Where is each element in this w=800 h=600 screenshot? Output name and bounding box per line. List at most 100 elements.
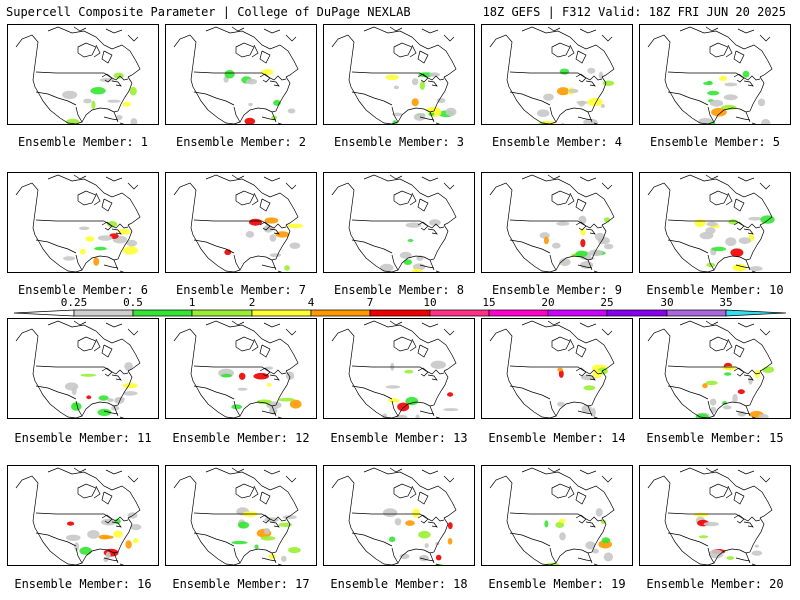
north-america-map bbox=[489, 320, 615, 418]
colorbar-swatch bbox=[429, 309, 490, 317]
ensemble-member-label: Ensemble Member: 8 bbox=[333, 283, 465, 297]
north-america-map bbox=[331, 174, 457, 272]
colorbar-tick-label: 7 bbox=[366, 296, 374, 309]
north-america-map bbox=[647, 26, 773, 124]
ensemble-member-label: Ensemble Member: 16 bbox=[14, 577, 152, 591]
colorbar-tick-label: 2 bbox=[248, 296, 256, 309]
scp-shading bbox=[539, 215, 614, 269]
ensemble-member-map bbox=[323, 172, 475, 273]
ensemble-member-map bbox=[481, 172, 633, 273]
colorbar-tick-label: 25 bbox=[600, 296, 614, 309]
colorbar-tick-label: 35 bbox=[719, 296, 733, 309]
ensemble-member-label: Ensemble Member: 17 bbox=[172, 577, 310, 591]
ensemble-member-map bbox=[7, 318, 159, 419]
colorbar-swatch bbox=[191, 309, 253, 317]
ensemble-member-label: Ensemble Member: 12 bbox=[172, 431, 310, 445]
scp-shading bbox=[223, 69, 296, 124]
north-america-map bbox=[15, 174, 141, 272]
scp-shading bbox=[382, 360, 459, 418]
ensemble-member-map bbox=[639, 172, 791, 273]
ensemble-member-map bbox=[165, 465, 317, 566]
ensemble-member-label: Ensemble Member: 7 bbox=[175, 283, 307, 297]
scp-shading bbox=[224, 217, 304, 271]
colorbar-swatch bbox=[666, 309, 727, 317]
north-america-map bbox=[15, 26, 141, 124]
ensemble-member-map bbox=[639, 24, 791, 125]
colorbar-tick-label: 4 bbox=[307, 296, 315, 309]
ensemble-member-map bbox=[165, 172, 317, 273]
ensemble-member-map bbox=[481, 318, 633, 419]
colorbar-swatch bbox=[547, 309, 608, 317]
ensemble-member-label: Ensemble Member: 14 bbox=[488, 431, 626, 445]
colorbar-swatch bbox=[725, 309, 787, 317]
ensemble-member-map bbox=[165, 24, 317, 125]
ensemble-member-map bbox=[7, 24, 159, 125]
ensemble-member-map bbox=[481, 24, 633, 125]
ensemble-member-label: Ensemble Member: 9 bbox=[491, 283, 623, 297]
ensemble-member-label: Ensemble Member: 3 bbox=[333, 135, 465, 149]
ensemble-member-label: Ensemble Member: 10 bbox=[646, 283, 784, 297]
colorbar-tick-label: 15 bbox=[482, 296, 496, 309]
ensemble-member-map bbox=[639, 465, 791, 566]
north-america-map bbox=[647, 174, 775, 272]
ensemble-member-map bbox=[7, 465, 159, 566]
ensemble-member-map bbox=[323, 318, 475, 419]
colorbar-swatch bbox=[310, 309, 371, 317]
scp-shading bbox=[693, 512, 763, 560]
colorbar-tick-label: 30 bbox=[660, 296, 674, 309]
ensemble-member-map bbox=[323, 465, 475, 566]
colorbar-min-arrow bbox=[13, 309, 75, 317]
scp-shading bbox=[537, 67, 615, 124]
north-america-map bbox=[489, 174, 615, 272]
ensemble-member-label: Ensemble Member: 4 bbox=[491, 135, 623, 149]
colorbar-swatch bbox=[606, 309, 668, 317]
scp-shading bbox=[64, 362, 138, 416]
run-valid-time: 18Z GEFS | F312 Valid: 18Z FRI JUN 20 20… bbox=[482, 5, 786, 19]
north-america-map bbox=[647, 467, 773, 565]
ensemble-member-label: Ensemble Member: 1 bbox=[17, 135, 149, 149]
north-america-map bbox=[173, 320, 302, 418]
color-legend-bar bbox=[13, 309, 787, 317]
north-america-map bbox=[489, 26, 615, 124]
north-america-map bbox=[647, 320, 775, 418]
colorbar-tick-label: 20 bbox=[541, 296, 555, 309]
colorbar-tick-label: 0.5 bbox=[123, 296, 143, 309]
scp-shading bbox=[385, 72, 457, 124]
ensemble-member-map bbox=[639, 318, 791, 419]
north-america-map bbox=[15, 320, 141, 418]
ensemble-member-map bbox=[481, 465, 633, 566]
north-america-map bbox=[331, 26, 457, 124]
north-america-map bbox=[173, 467, 301, 565]
ensemble-member-label: Ensemble Member: 13 bbox=[330, 431, 468, 445]
colorbar-swatch bbox=[73, 309, 134, 317]
chart-title: Supercell Composite Parameter | College … bbox=[6, 5, 411, 19]
ensemble-member-map bbox=[323, 24, 475, 125]
colorbar-swatch bbox=[132, 309, 193, 317]
north-america-map bbox=[489, 467, 615, 565]
scp-shading bbox=[557, 364, 608, 417]
colorbar-tick-label: 0.25 bbox=[60, 296, 88, 309]
colorbar-tick-label: 10 bbox=[423, 296, 437, 309]
scp-shading bbox=[698, 70, 771, 124]
ensemble-member-map bbox=[7, 172, 159, 273]
scp-shading bbox=[382, 508, 453, 565]
scp-shading bbox=[63, 221, 139, 266]
north-america-map bbox=[331, 467, 457, 565]
ensemble-member-label: Ensemble Member: 6 bbox=[17, 283, 149, 297]
color-legend: 0.25 0.5 1 2 4 7 10 15 20 25 30 35 bbox=[0, 296, 800, 320]
scp-shading bbox=[218, 366, 302, 415]
ensemble-member-label: Ensemble Member: 15 bbox=[646, 431, 784, 445]
colorbar-tick-label: 1 bbox=[188, 296, 196, 309]
ensemble-member-label: Ensemble Member: 5 bbox=[649, 135, 781, 149]
colorbar-swatch bbox=[251, 309, 312, 317]
north-america-map bbox=[173, 26, 299, 124]
colorbar-swatch bbox=[488, 309, 549, 317]
ensemble-member-label: Ensemble Member: 2 bbox=[175, 135, 307, 149]
colorbar-swatch bbox=[369, 309, 431, 317]
ensemble-member-label: Ensemble Member: 11 bbox=[14, 431, 152, 445]
north-america-map bbox=[331, 320, 459, 418]
north-america-map bbox=[173, 174, 304, 272]
scp-shading bbox=[544, 508, 614, 565]
scp-shading bbox=[62, 72, 138, 124]
north-america-map bbox=[15, 467, 142, 565]
